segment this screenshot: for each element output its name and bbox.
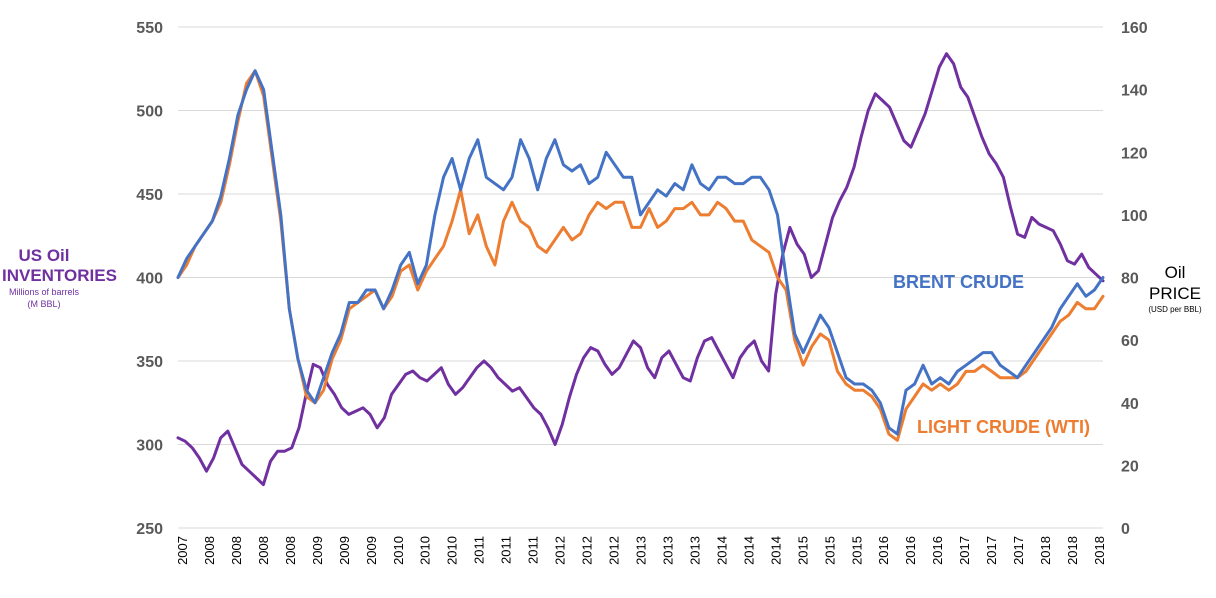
x-tick-label: 2007 [175,536,190,565]
x-tick-label: 2017 [984,536,999,565]
left-axis-title-text: US Oil INVENTORIES [2,246,117,285]
left-tick-label: 300 [136,438,163,455]
x-tick-label: 2013 [661,536,676,565]
x-tick-label: 2018 [1092,536,1107,565]
x-tick-label: 2014 [714,536,729,565]
right-tick-label: 140 [1121,83,1148,100]
x-tick-label: 2011 [499,536,514,564]
right-tick-label: 20 [1121,458,1139,475]
left-tick-label: 500 [136,104,163,121]
x-tick-label: 2010 [391,536,406,565]
x-tick-label: 2017 [1011,536,1026,565]
x-tick-label: 2017 [957,536,972,565]
x-tick-label: 2018 [1065,536,1080,565]
left-tick-label: 400 [136,271,163,288]
series-line-brent [176,69,1105,436]
x-tick-label: 2010 [418,536,433,565]
series-line-inventories [176,52,1105,487]
x-tick-label: 2011 [526,536,541,564]
x-tick-label: 2009 [310,536,325,565]
x-tick-label: 2012 [553,536,568,565]
left-tick-label: 250 [136,521,163,538]
x-tick-label: 2018 [1038,536,1053,565]
x-tick-label: 2013 [687,536,702,565]
x-tick-label: 2016 [930,536,945,565]
x-tick-label: 2013 [634,536,649,565]
x-tick-label: 2008 [283,536,298,565]
left-tick-label: 450 [136,187,163,204]
right-tick-label: 40 [1121,396,1139,413]
right-axis-title-text: Oil PRICE [1149,263,1201,303]
x-tick-label: 2016 [876,536,891,565]
wti-series-label: LIGHT CRUDE (WTI) [917,417,1090,437]
x-tick-label: 2014 [768,536,783,565]
x-tick-label: 2015 [822,536,837,565]
right-tick-label: 0 [1121,521,1130,538]
x-tick-label: 2008 [229,536,244,565]
right-tick-label: 100 [1121,208,1148,225]
right-tick-label: 160 [1121,20,1148,37]
left-axis-unit: (M BBL) [27,299,61,309]
x-tick-label: 2010 [445,536,460,565]
brent-series-label: BRENT CRUDE [893,272,1025,292]
x-tick-label: 2016 [903,536,918,565]
right-tick-label: 80 [1121,271,1139,288]
left-axis-title: US Oil INVENTORIES Millions of barrels (… [2,246,117,310]
left-axis-subtitle: Millions of barrels [8,287,80,297]
left-tick-label: 350 [136,354,163,371]
x-tick-label: 2012 [607,536,622,565]
x-tick-label: 2008 [256,536,271,565]
x-tick-label: 2009 [364,536,379,565]
x-tick-label: 2014 [741,536,756,565]
x-tick-label: 2015 [795,536,810,565]
left-tick-label: 550 [136,20,163,37]
x-tick-label: 2015 [849,536,864,565]
series-line-wti [176,69,1105,442]
x-tick-label: 2011 [472,536,487,564]
x-tick-label: 2012 [580,536,595,565]
right-tick-label: 120 [1121,145,1148,162]
right-axis-title: Oil PRICE (USD per BBL) [1140,262,1210,316]
x-tick-label: 2009 [337,536,352,565]
right-tick-label: 60 [1121,333,1139,350]
right-axis-unit: (USD per BBL) [1148,305,1202,314]
x-tick-label: 2008 [202,536,217,565]
